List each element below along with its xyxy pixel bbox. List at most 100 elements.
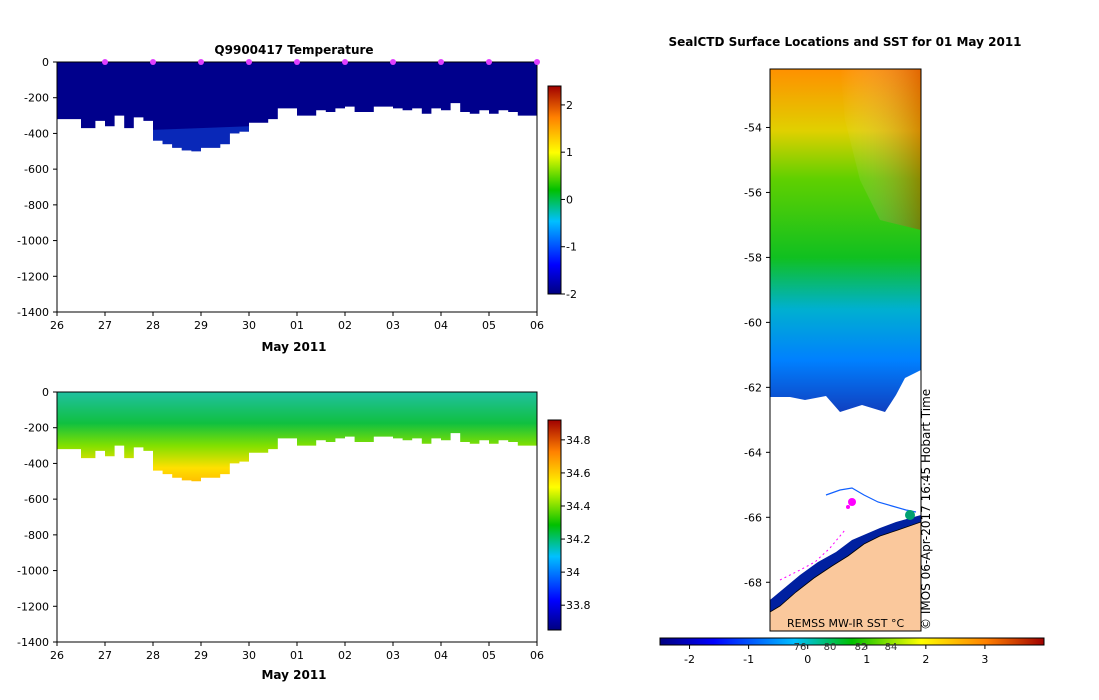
y-tick-label: 0 [42, 56, 49, 69]
y-tick-label: -600 [24, 493, 49, 506]
colorbar-tick-label: 33.8 [566, 599, 591, 612]
x-tick-label: 03 [386, 649, 400, 662]
lat-tick-label: -66 [744, 511, 762, 524]
salinity-colorbar [547, 419, 562, 631]
sea-ice-edge [825, 487, 917, 513]
colorbar-tick-label: -1 [566, 241, 577, 254]
profile-marker [534, 59, 540, 65]
sst-map-title: SealCTD Surface Locations and SST for 01… [668, 35, 1021, 49]
x-tick-label: 03 [386, 319, 400, 332]
x-tick-label: 04 [434, 649, 448, 662]
colorbar-tick-label: 34.2 [566, 533, 591, 546]
sst-colorbar-tick-label: 2 [922, 653, 929, 666]
sst-overlay-label: 82 [855, 642, 868, 653]
profile-marker [294, 59, 300, 65]
x-tick-label: 02 [338, 649, 352, 662]
salinity-section [57, 392, 537, 482]
sst-colorbar-tick-label: 0 [804, 653, 811, 666]
profile-markers [102, 59, 540, 65]
sst-colorbar-tick-label: -1 [743, 653, 754, 666]
y-tick-label: -1000 [17, 235, 49, 248]
y-tick-label: -200 [24, 422, 49, 435]
lat-tick-label: -62 [744, 381, 762, 394]
profile-marker [102, 59, 108, 65]
x-tick-label: 26 [50, 319, 64, 332]
profile-marker [486, 59, 492, 65]
seal-surface-location [905, 510, 915, 520]
sst-colorbar-tick-label: -2 [684, 653, 695, 666]
x-tick-label: 26 [50, 649, 64, 662]
temperature-colorbar [547, 85, 562, 295]
salinity-xlabel: May 2011 [261, 668, 326, 682]
x-tick-label: 30 [242, 319, 256, 332]
x-tick-label: 04 [434, 319, 448, 332]
sst-colorbar-tick-label: 3 [981, 653, 988, 666]
sst-source-label: REMSS MW-IR SST °C [787, 617, 905, 630]
y-tick-label: -1200 [17, 600, 49, 613]
y-tick-label: 0 [42, 386, 49, 399]
y-tick-label: -400 [24, 457, 49, 470]
temperature-y-axis: 0 -200 -400 -600 -800 -1000 -1200 -1400 [17, 56, 57, 319]
lat-tick-label: -58 [744, 251, 762, 264]
x-tick-label: 06 [530, 649, 544, 662]
temperature-section [57, 62, 537, 152]
profile-marker [438, 59, 444, 65]
profile-marker [342, 59, 348, 65]
x-tick-label: 29 [194, 319, 208, 332]
profile-marker [246, 59, 252, 65]
colorbar-tick-label: 34.6 [566, 467, 591, 480]
profile-marker [198, 59, 204, 65]
lat-tick-label: -54 [744, 121, 762, 134]
colorbar-tick-label: 34 [566, 566, 580, 579]
sst-warm-overlay [840, 69, 921, 230]
colorbar-tick-label: 2 [566, 99, 573, 112]
colorbar-tick-label: 34.4 [566, 500, 591, 513]
sst-colorbar-ticks: -2 -1 0 1 2 3 76 80 82 84 [684, 642, 988, 666]
y-tick-label: -800 [24, 199, 49, 212]
antarctic-landmass [770, 521, 921, 631]
y-tick-label: -1400 [17, 636, 49, 649]
x-tick-label: 06 [530, 319, 544, 332]
lat-tick-label: -56 [744, 186, 762, 199]
x-tick-label: 27 [98, 319, 112, 332]
seal-surface-location [848, 498, 856, 506]
colorbar-tick-label: 1 [566, 146, 573, 159]
coastal-water [770, 515, 921, 612]
sst-map-latitude-axis: -54 -56 -58 -60 -62 -64 -66 -68 [744, 121, 770, 589]
salinity-x-axis: 26 27 28 29 30 01 02 03 04 05 06 [50, 642, 544, 662]
imos-credit: © IMOS 06-Apr-2017 16:45 Hobart Time [919, 389, 933, 630]
lat-tick-label: -64 [744, 446, 762, 459]
sst-colorbar-tick-label: 1 [863, 653, 870, 666]
y-tick-label: -1400 [17, 306, 49, 319]
y-tick-label: -600 [24, 163, 49, 176]
lat-tick-label: -68 [744, 576, 762, 589]
profile-marker [390, 59, 396, 65]
x-tick-label: 30 [242, 649, 256, 662]
sst-overlay-label: 76 [794, 642, 807, 653]
y-tick-label: -400 [24, 127, 49, 140]
x-tick-label: 05 [482, 649, 496, 662]
colorbar-tick-label: -2 [566, 288, 577, 301]
lat-tick-label: -60 [744, 316, 762, 329]
salinity-colorbar-ticks: 33.8 34 34.2 34.4 34.6 34.8 [561, 434, 591, 612]
seal-surface-location [846, 505, 850, 509]
temperature-colorbar-ticks: -2 -1 0 1 2 [561, 99, 577, 301]
sst-overlay-label: 84 [885, 642, 898, 653]
x-tick-label: 29 [194, 649, 208, 662]
x-tick-label: 02 [338, 319, 352, 332]
x-tick-label: 05 [482, 319, 496, 332]
temperature-xlabel: May 2011 [261, 340, 326, 354]
y-tick-label: -800 [24, 529, 49, 542]
y-tick-label: -1000 [17, 565, 49, 578]
temperature-deep-layer [153, 126, 249, 152]
sst-overlay-label: 80 [824, 642, 837, 653]
x-tick-label: 01 [290, 319, 304, 332]
sst-map-frame [769, 68, 922, 632]
salinity-panel: 0-200-400-600-800-1000-1200-1400 26 27 28 2… [17, 386, 590, 682]
temperature-x-axis: 26 27 28 29 30 01 02 03 04 05 06 [50, 312, 544, 332]
x-tick-label: 27 [98, 649, 112, 662]
salinity-y-axis: 0 -200 -400 -600 -800 -1000 -1200 -1400 [17, 386, 57, 649]
x-tick-label: 28 [146, 649, 160, 662]
y-tick-label: -1200 [17, 270, 49, 283]
x-tick-label: 01 [290, 649, 304, 662]
